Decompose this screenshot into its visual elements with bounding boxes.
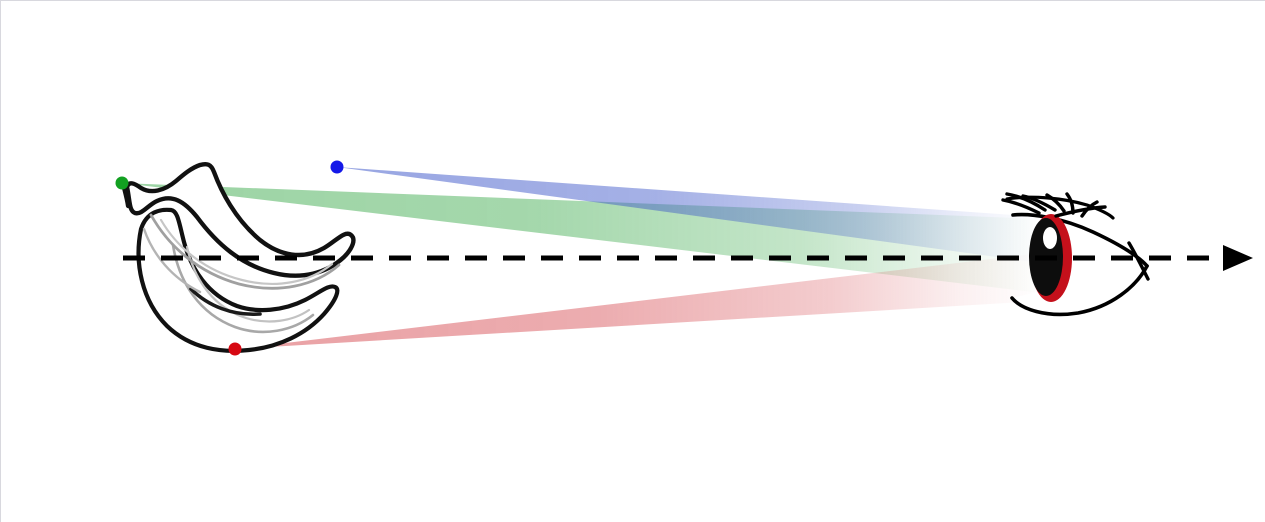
eyelash-group [1001, 192, 1107, 218]
eyelash-brow-sweep [1005, 195, 1115, 220]
eyelash-4 [1045, 193, 1066, 213]
banana-lower-crease-1 [171, 243, 315, 334]
eye-highlight [1043, 227, 1057, 249]
eyelash-5 [1065, 192, 1075, 215]
optical-axis [123, 245, 1253, 271]
banana-upper-outline [124, 161, 356, 278]
axis-arrowhead [1223, 245, 1253, 271]
banana-bunch [120, 161, 356, 353]
blue-ray-cone [337, 167, 1041, 263]
eyelash-1 [1001, 198, 1041, 215]
eyelash-7 [1054, 205, 1107, 218]
banana-upper-crease-3 [142, 227, 202, 294]
banana-lower-crease-3 [189, 287, 262, 317]
banana-upper-crease-2 [159, 218, 334, 286]
banana-upper-crease-1 [149, 213, 341, 290]
green-point [115, 176, 129, 190]
eye [1001, 192, 1150, 317]
banana-lower-crease-2 [185, 245, 311, 323]
banana-lower-outline [136, 207, 340, 353]
red-ray-cone [235, 253, 1041, 349]
blue-point [330, 160, 344, 174]
eye-lower-lid [1010, 264, 1149, 317]
red-point [228, 342, 242, 356]
eyelash-2 [1005, 192, 1047, 212]
eye-outer-corner [1127, 241, 1150, 281]
source-point-group [115, 160, 344, 356]
ray-cone-group [122, 167, 1041, 349]
